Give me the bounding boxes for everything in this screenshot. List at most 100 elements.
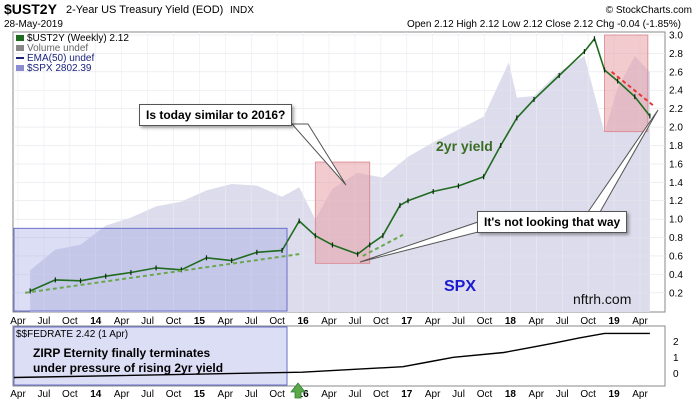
x-tick-label: Apr	[10, 316, 26, 327]
lower-x-tick-label: Apr	[321, 389, 337, 400]
lower-tick-0: 0	[673, 369, 679, 380]
legend-ema: EMA(50) undef	[27, 53, 94, 64]
lower-x-tick-label: 19	[609, 389, 621, 400]
y-tick-label: 3.0	[669, 31, 683, 42]
lower-x-tick-label: Apr	[10, 389, 26, 400]
legend-spx: $SPX 2802.39	[27, 63, 92, 74]
question-callout: Is today similar to 2016?	[139, 104, 293, 126]
x-tick-label: 14	[90, 316, 102, 327]
lower-x-tick-label: Jul	[38, 389, 51, 400]
legend-swatch-spx	[16, 65, 24, 71]
lower-x-tick-label: 16	[298, 389, 310, 400]
y-tick-label: 2.8	[669, 49, 683, 60]
y-tick-label: 2.6	[669, 67, 683, 78]
x-tick-label: Jul	[556, 316, 569, 327]
x-tick-label: Oct	[373, 316, 389, 327]
x-tick-label: Oct	[62, 316, 78, 327]
y-tick-label: 1.0	[669, 215, 683, 226]
yield-series-line	[29, 37, 651, 292]
lower-x-tick-label: 15	[194, 389, 206, 400]
lower-x-tick-label: Apr	[425, 389, 441, 400]
yield-layer	[29, 36, 651, 294]
legend-swatch-main	[16, 35, 24, 41]
y-tick-label: 0.6	[669, 251, 683, 262]
grid-layer	[13, 32, 665, 312]
watermark: nftrh.com	[573, 291, 631, 307]
x-tick-label: 15	[194, 316, 206, 327]
lower-note-line2: under pressure of rising 2yr yield	[33, 361, 223, 375]
y-tick-label: 2.2	[669, 104, 683, 115]
lower-x-tick-label: Oct	[580, 389, 596, 400]
x-tick-label: 19	[609, 316, 621, 327]
x-tick-label: Oct	[269, 316, 285, 327]
fed-rate-layer	[13, 332, 650, 379]
x-tick-label: Apr	[529, 316, 545, 327]
x-tick-label: Jul	[245, 316, 258, 327]
x-tick-label: Apr	[632, 316, 648, 327]
x-tick-label: 18	[505, 316, 517, 327]
x-tick-label: Oct	[580, 316, 596, 327]
lower-x-tick-label: Jul	[141, 389, 154, 400]
x-tick-label: 17	[401, 316, 413, 327]
x-tick-label: Oct	[477, 316, 493, 327]
lower-x-tick-label: Jul	[349, 389, 362, 400]
y-tick-label: 1.8	[669, 141, 683, 152]
lower-x-tick-label: Oct	[166, 389, 182, 400]
lower-x-tick-label: Oct	[373, 389, 389, 400]
lower-x-tick-label: Oct	[269, 389, 285, 400]
y-tick-label: 0.4	[669, 270, 683, 281]
x-tick-label: Apr	[425, 316, 441, 327]
up-arrow-icon	[290, 382, 306, 399]
x-tick-label: Jul	[349, 316, 362, 327]
y-tick-label: 1.6	[669, 159, 683, 170]
y-tick-label: 2.0	[669, 123, 683, 134]
lower-x-tick-label: Jul	[452, 389, 465, 400]
legend-main-series: $UST2Y (Weekly) 2.12	[27, 33, 129, 44]
lower-tick-1: 1	[673, 353, 679, 364]
axis-layer: 3.0 2.8 2.6 2.4 2.2 2.0 1.8 1.6 1.4 1.2 1.0 0.8 0.6 0…	[10, 31, 683, 401]
lower-x-tick-label: 18	[505, 389, 517, 400]
yield-label: 2yr yield	[436, 138, 493, 154]
lower-x-tick-label: Jul	[556, 389, 569, 400]
y-tick-label: 1.2	[669, 196, 683, 207]
x-tick-label: Oct	[166, 316, 182, 327]
spx-label: SPX	[444, 278, 476, 295]
y-tick-label: 1.4	[669, 178, 683, 189]
x-tick-label: Apr	[321, 316, 337, 327]
lower-x-tick-label: Oct	[62, 389, 78, 400]
x-tick-label: Apr	[218, 316, 234, 327]
legend-swatch-volume	[16, 45, 24, 51]
x-tick-label: Jul	[141, 316, 154, 327]
support-trendline-2016	[362, 233, 404, 257]
lower-x-tick-label: Jul	[245, 389, 258, 400]
lower-x-tick-label: Apr	[632, 389, 648, 400]
x-tick-label: Jul	[452, 316, 465, 327]
lower-note-line1: ZIRP Eternity finally terminates	[33, 346, 210, 360]
lower-x-tick-label: Oct	[477, 389, 493, 400]
pink-highlight-box-2019	[604, 34, 649, 133]
x-tick-label: Jul	[38, 316, 51, 327]
x-tick-label: Apr	[114, 316, 130, 327]
legend-volume: Volume undef	[27, 43, 88, 54]
lower-panel-title: $$FEDRATE 2.42 (1 Apr)	[16, 329, 128, 340]
chart-date: 28-May-2019	[4, 19, 63, 30]
highlight-boxes	[13, 34, 649, 312]
ohlc-readout: Open 2.12 High 2.12 Low 2.12 Close 2.12 …	[407, 19, 681, 30]
lower-x-tick-label: Apr	[218, 389, 234, 400]
lower-x-tick-label: 14	[90, 389, 102, 400]
answer-callout: It's not looking that way	[477, 211, 628, 233]
chart-exchange: INDX	[230, 5, 254, 16]
lower-x-tick-label: Apr	[114, 389, 130, 400]
y-tick-label: 0.8	[669, 233, 683, 244]
question-pointer	[290, 123, 347, 186]
y-tick-label: 2.4	[669, 86, 683, 97]
lower-tick-2: 2	[673, 337, 679, 348]
chart-description: 2-Year US Treasury Yield (EOD)	[66, 4, 223, 16]
stockcharts-brand: © StockCharts.com	[606, 5, 692, 16]
chart-symbol: $UST2Y	[4, 1, 58, 17]
x-tick-label: 16	[298, 316, 310, 327]
trendlines	[24, 71, 656, 294]
lower-x-tick-label: 17	[401, 389, 413, 400]
